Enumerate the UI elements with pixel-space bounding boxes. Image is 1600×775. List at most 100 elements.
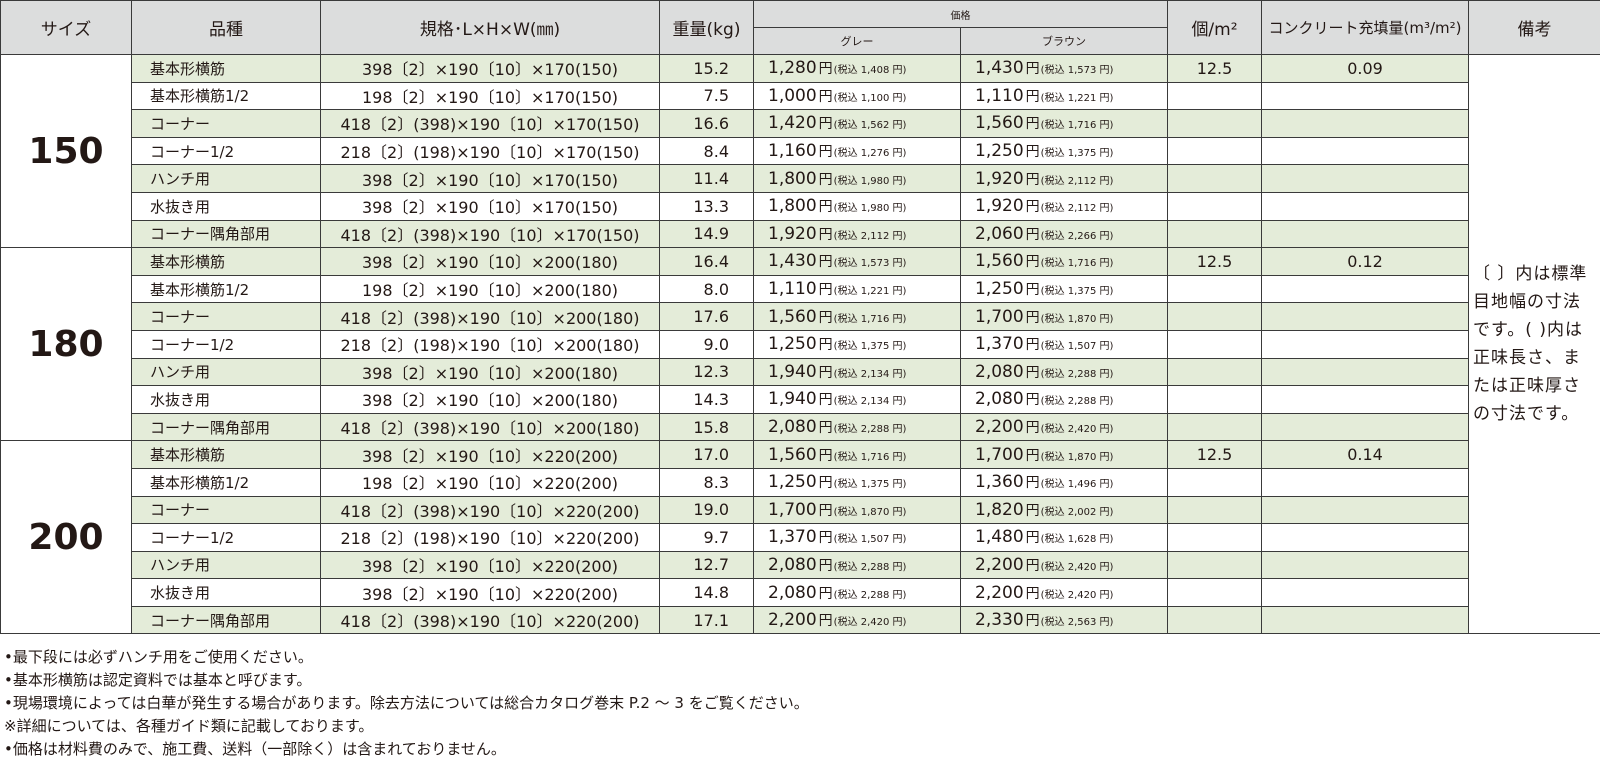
product-weight: 12.7 bbox=[659, 550, 754, 580]
product-spec: 398〔2〕×190〔10〕×170(150) bbox=[320, 54, 660, 83]
product-weight: 14.8 bbox=[659, 578, 754, 607]
price-brown-value: 1,700 bbox=[975, 444, 1024, 465]
concrete-fill-empty bbox=[1261, 467, 1469, 497]
price-brown-tax: (税込 1,870 円) bbox=[1040, 313, 1114, 325]
product-weight: 19.0 bbox=[659, 495, 754, 525]
yen-unit: 円 bbox=[818, 475, 833, 492]
yen-unit: 円 bbox=[818, 144, 833, 161]
product-spec: 418〔2〕(398)×190〔10〕×200(180) bbox=[320, 302, 660, 331]
price-gray: 1,560 円(税込 1,716 円) bbox=[753, 440, 961, 469]
product-name: 水抜き用 bbox=[131, 191, 321, 221]
header-size: サイズ bbox=[0, 0, 132, 55]
price-gray: 1,160 円(税込 1,276 円) bbox=[753, 136, 961, 166]
price-brown-value: 2,080 bbox=[975, 361, 1024, 382]
concrete-fill-empty bbox=[1261, 357, 1469, 387]
table-row: コーナー1/2 218〔2〕(198)×190〔10〕×220(200) 9.7 1,… bbox=[1, 523, 1600, 552]
concrete-fill-empty bbox=[1261, 550, 1469, 580]
price-gray-value: 1,940 bbox=[768, 361, 817, 382]
price-brown-tax: (税込 2,420 円) bbox=[1040, 561, 1114, 573]
yen-unit: 円 bbox=[818, 254, 833, 271]
header-type: 品種 bbox=[131, 0, 321, 55]
product-name: コーナー1/2 bbox=[131, 329, 321, 359]
yen-unit: 円 bbox=[1025, 530, 1040, 547]
spec-price-table: サイズ 品種 規格･L×H×W(㎜) 重量(kg) 価格 個/m² コンクリート… bbox=[0, 0, 1600, 635]
pcs-per-m2-empty bbox=[1167, 385, 1262, 414]
price-gray-tax: (税込 1,980 円) bbox=[833, 203, 907, 215]
price-brown-value: 1,560 bbox=[975, 251, 1024, 272]
price-gray-tax: (税込 1,507 円) bbox=[833, 534, 907, 546]
product-spec: 418〔2〕(398)×190〔10〕×170(150) bbox=[320, 219, 660, 249]
price-brown-tax: (税込 1,221 円) bbox=[1040, 92, 1114, 104]
price-gray-value: 1,700 bbox=[768, 499, 817, 520]
table-body: 150 基本形横筋 398〔2〕×190〔10〕×170(150) 15.2 1,280… bbox=[0, 53, 1600, 635]
pcs-per-m2-empty bbox=[1167, 302, 1262, 331]
price-gray-value: 1,560 bbox=[768, 444, 817, 465]
price-brown-value: 1,110 bbox=[975, 85, 1024, 106]
footnote: •現場環境によっては白華が発生する場合があります。除去方法については総合カタログ… bbox=[4, 694, 809, 712]
product-weight: 11.4 bbox=[659, 164, 754, 193]
price-gray-value: 1,370 bbox=[768, 527, 817, 548]
pcs-per-m2-empty bbox=[1167, 191, 1262, 221]
header-spec: 規格･L×H×W(㎜) bbox=[320, 0, 660, 55]
yen-unit: 円 bbox=[1025, 613, 1040, 630]
price-brown: 1,250 円(税込 1,375 円) bbox=[960, 136, 1168, 166]
pcs-per-m2-empty bbox=[1167, 164, 1262, 193]
price-gray-value: 2,080 bbox=[768, 582, 817, 603]
price-brown-tax: (税込 1,375 円) bbox=[1040, 148, 1114, 160]
price-gray: 1,430 円(税込 1,573 円) bbox=[753, 247, 961, 276]
price-gray-tax: (税込 1,562 円) bbox=[833, 120, 907, 132]
price-gray-value: 1,160 bbox=[768, 141, 817, 162]
product-spec: 218〔2〕(198)×190〔10〕×170(150) bbox=[320, 136, 660, 166]
price-gray-value: 1,800 bbox=[768, 196, 817, 217]
yen-unit: 円 bbox=[1025, 337, 1040, 354]
product-weight: 9.0 bbox=[659, 329, 754, 359]
price-gray: 1,000 円(税込 1,100 円) bbox=[753, 81, 961, 111]
size-value: 150 bbox=[0, 53, 132, 249]
price-brown-tax: (税込 1,507 円) bbox=[1040, 341, 1114, 353]
product-spec: 398〔2〕×190〔10〕×220(200) bbox=[320, 550, 660, 580]
price-brown-value: 1,250 bbox=[975, 279, 1024, 300]
price-brown-value: 1,920 bbox=[975, 168, 1024, 189]
concrete-fill-empty bbox=[1261, 191, 1469, 221]
header-note: 備考 bbox=[1468, 0, 1600, 55]
table-row: コーナー隅角部用 418〔2〕(398)×190〔10〕×200(180) 15.8… bbox=[1, 412, 1600, 442]
price-brown-value: 2,080 bbox=[975, 389, 1024, 410]
price-gray: 1,420 円(税込 1,562 円) bbox=[753, 109, 961, 138]
yen-unit: 円 bbox=[1025, 61, 1040, 78]
pcs-per-m2-empty bbox=[1167, 136, 1262, 166]
yen-unit: 円 bbox=[1025, 475, 1040, 492]
table-row: コーナー 418〔2〕(398)×190〔10〕×200(180) 17.6 1,56… bbox=[1, 302, 1600, 331]
price-gray-value: 1,000 bbox=[768, 85, 817, 106]
price-gray: 1,560 円(税込 1,716 円) bbox=[753, 302, 961, 331]
product-weight: 8.0 bbox=[659, 274, 754, 304]
product-name: 基本形横筋1/2 bbox=[131, 274, 321, 304]
concrete-fill: 0.12 bbox=[1261, 247, 1469, 276]
price-brown-value: 1,700 bbox=[975, 306, 1024, 327]
price-gray-tax: (税込 2,112 円) bbox=[833, 230, 907, 242]
concrete-fill-empty bbox=[1261, 329, 1469, 359]
product-name: コーナー bbox=[131, 109, 321, 138]
table-row: ハンチ用 398〔2〕×190〔10〕×170(150) 11.4 1,800 円(税込… bbox=[1, 164, 1600, 193]
concrete-fill-empty bbox=[1261, 81, 1469, 111]
product-spec: 218〔2〕(198)×190〔10〕×220(200) bbox=[320, 523, 660, 552]
yen-unit: 円 bbox=[818, 530, 833, 547]
product-weight: 15.8 bbox=[659, 412, 754, 442]
price-gray-tax: (税込 1,408 円) bbox=[833, 65, 907, 77]
price-gray-value: 1,940 bbox=[768, 389, 817, 410]
product-name: ハンチ用 bbox=[131, 164, 321, 193]
yen-unit: 円 bbox=[1025, 88, 1040, 105]
product-weight: 8.4 bbox=[659, 136, 754, 166]
header-brown: ブラウン bbox=[960, 27, 1168, 55]
yen-unit: 円 bbox=[1025, 420, 1040, 437]
note-cell: 〔 〕内は標準目地幅の寸法です。( )内は正味長さ、または正味厚さの寸法です。 bbox=[1468, 53, 1600, 635]
product-spec: 398〔2〕×190〔10〕×200(180) bbox=[320, 247, 660, 276]
concrete-fill-empty bbox=[1261, 274, 1469, 304]
product-name: 基本形横筋 bbox=[131, 247, 321, 276]
price-gray-tax: (税込 2,420 円) bbox=[833, 617, 907, 629]
product-spec: 418〔2〕(398)×190〔10〕×220(200) bbox=[320, 495, 660, 525]
price-brown: 2,080 円(税込 2,288 円) bbox=[960, 357, 1168, 387]
concrete-fill-empty bbox=[1261, 578, 1469, 607]
product-name: コーナー隅角部用 bbox=[131, 412, 321, 442]
price-gray: 1,370 円(税込 1,507 円) bbox=[753, 523, 961, 552]
concrete-fill-empty bbox=[1261, 302, 1469, 331]
